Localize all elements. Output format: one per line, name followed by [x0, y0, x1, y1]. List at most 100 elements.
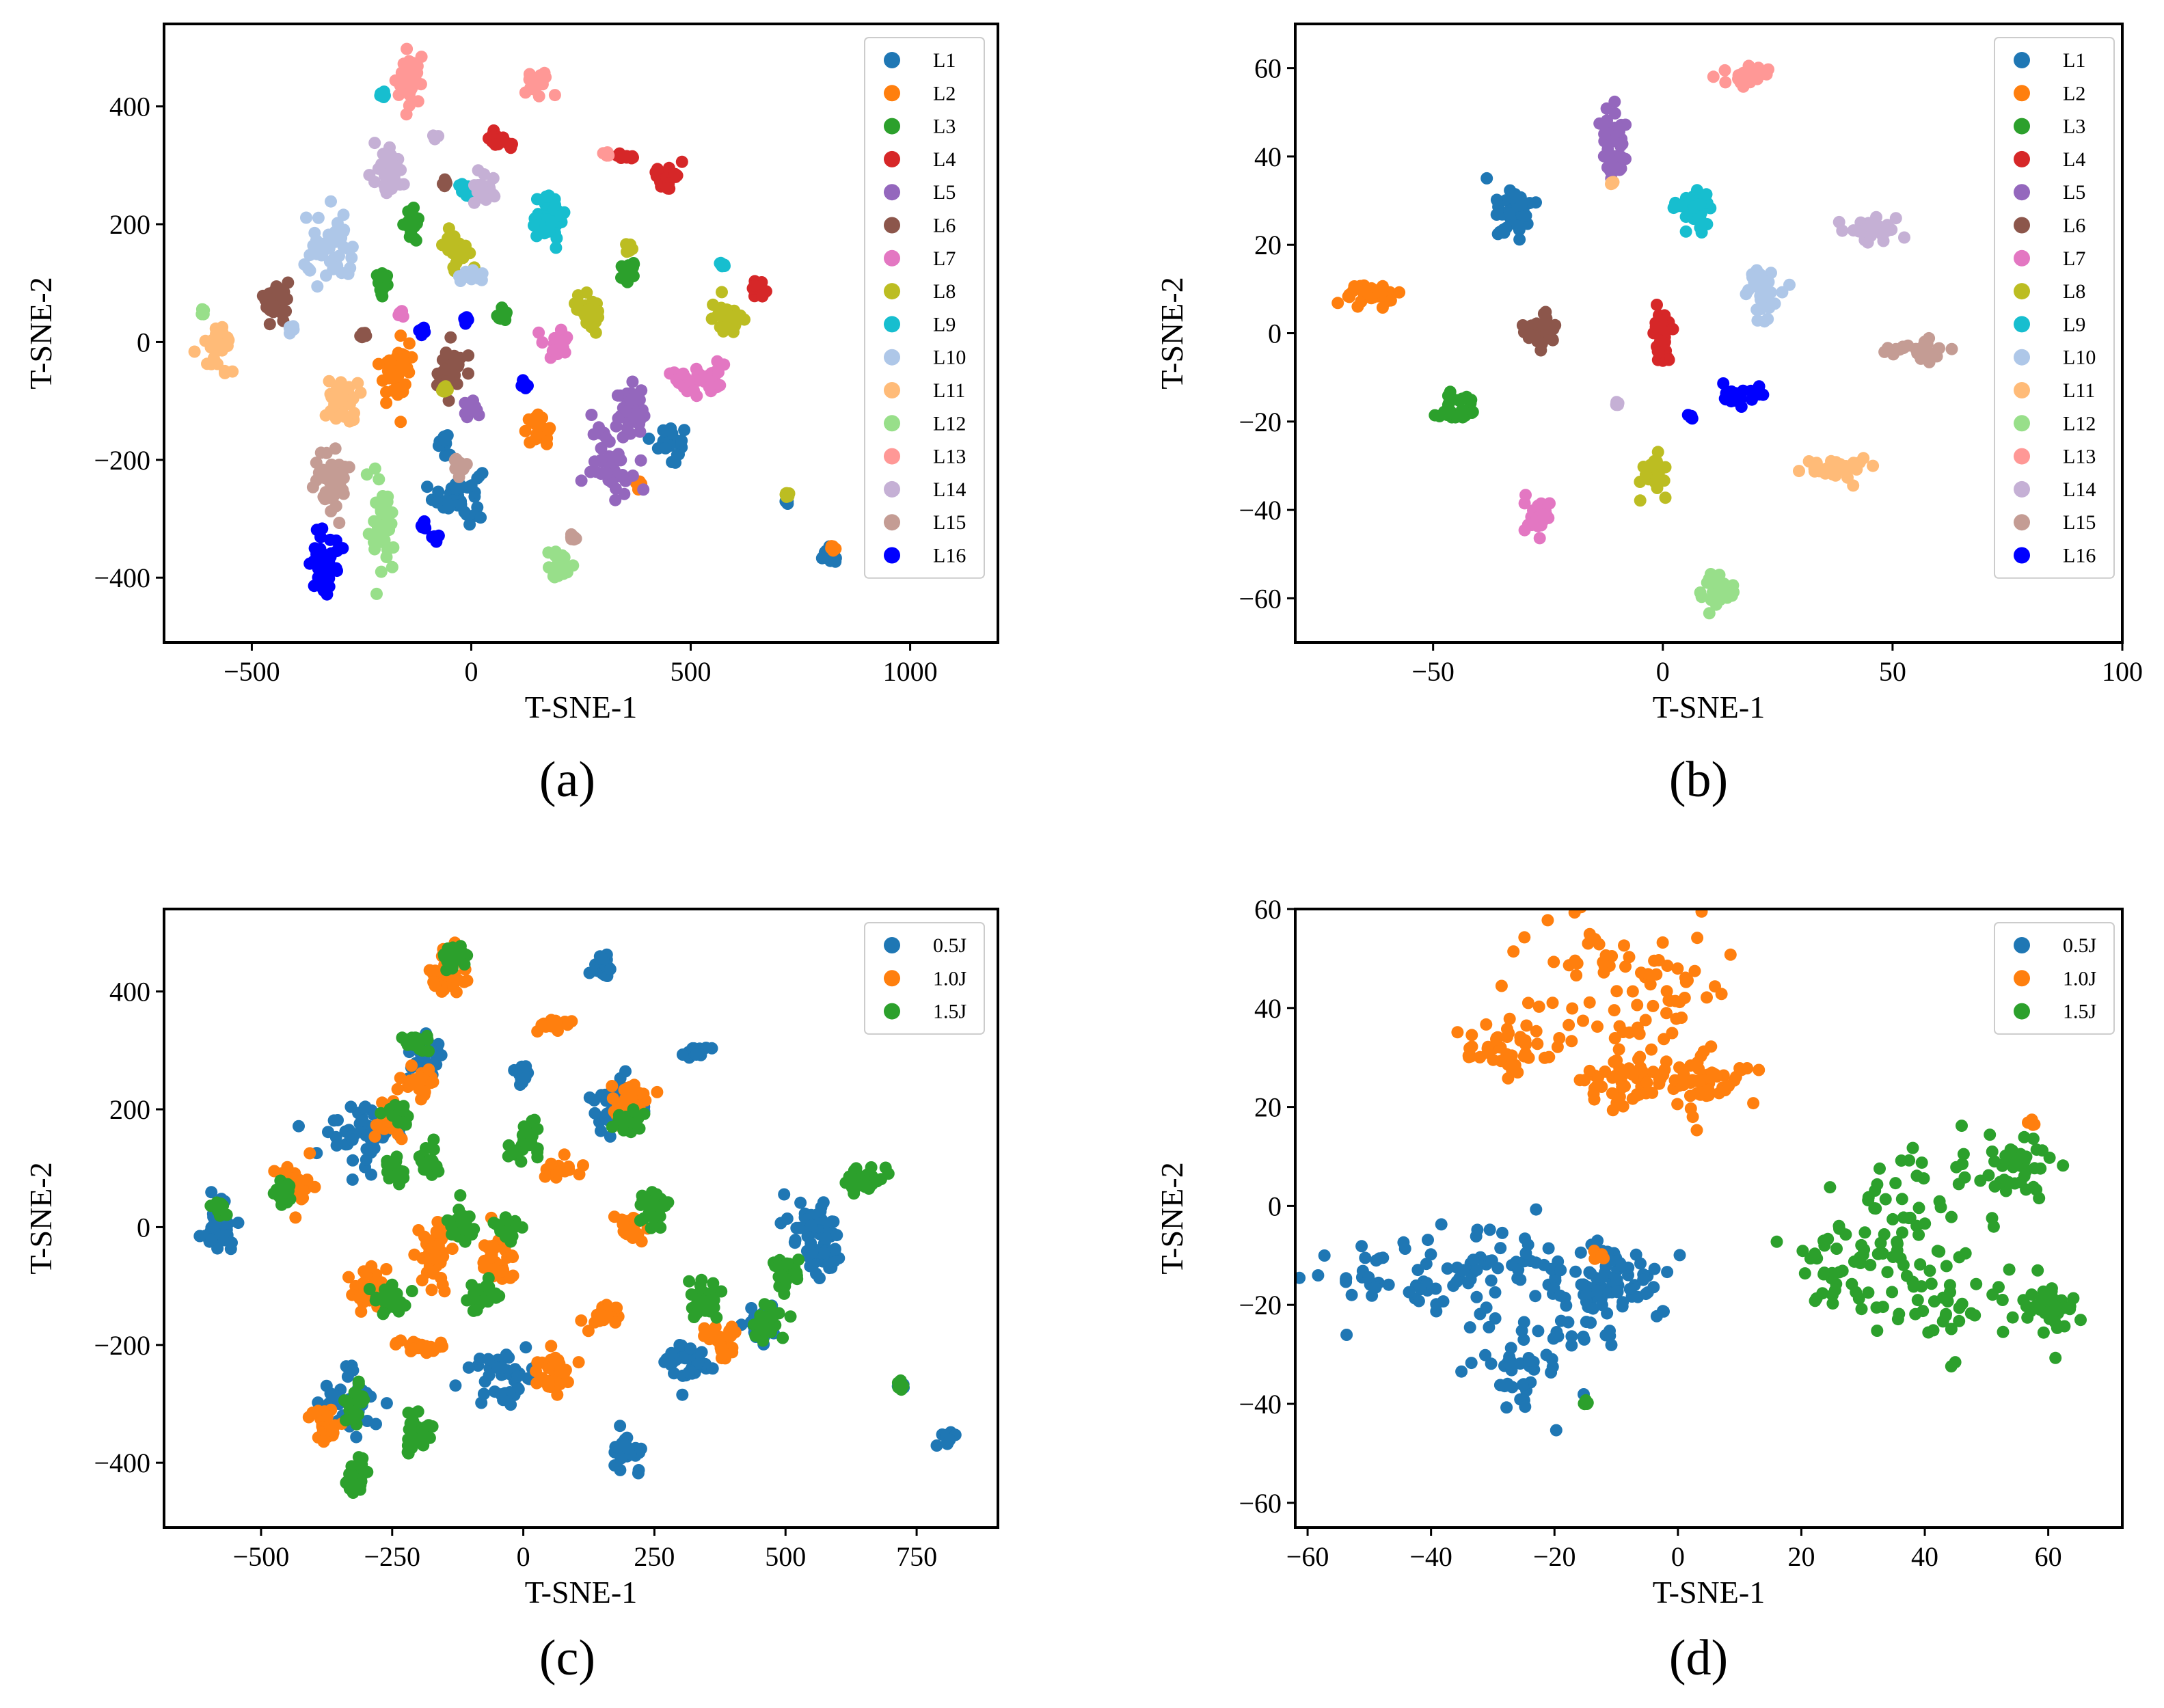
scatter-point — [393, 1299, 406, 1312]
scatter-point — [355, 1305, 368, 1318]
scatter-point — [427, 1076, 439, 1089]
scatter-point — [783, 487, 796, 500]
scatter-point — [390, 1150, 403, 1163]
scatter-point — [368, 462, 381, 475]
scatter-point — [626, 1232, 639, 1244]
scatter-point — [1761, 64, 1774, 77]
scatter-point — [1610, 1054, 1623, 1067]
scatter-point — [284, 1193, 297, 1206]
scatter-point — [1718, 64, 1731, 77]
scatter-point — [1686, 1111, 1699, 1124]
scatter-point — [651, 163, 664, 176]
y-tick-label: 200 — [109, 1094, 150, 1125]
scatter-point — [1956, 1120, 1968, 1133]
legend-marker — [2014, 316, 2030, 333]
scatter-point — [1496, 1226, 1509, 1239]
scatter-point — [1382, 1278, 1395, 1291]
scatter-point — [531, 1122, 544, 1135]
scatter-point — [1914, 346, 1927, 359]
scatter-point — [325, 459, 338, 471]
scatter-point — [1912, 1228, 1925, 1241]
scatter-point — [608, 1459, 621, 1472]
scatter-point — [448, 454, 461, 467]
x-axis-label: T-SNE-1 — [525, 1575, 637, 1610]
scatter-point — [1465, 1357, 1478, 1370]
scatter-point — [321, 1409, 334, 1422]
scatter-point — [675, 155, 688, 168]
scatter-point — [429, 1251, 442, 1264]
scatter-point — [306, 1406, 319, 1419]
scatter-point — [303, 557, 316, 570]
legend-label: L16 — [933, 545, 966, 567]
scatter-point — [375, 1107, 388, 1120]
scatter-point — [480, 1279, 493, 1292]
scatter-point — [629, 388, 642, 401]
scatter-point — [363, 169, 376, 182]
scatter-point — [698, 1329, 711, 1342]
x-tick-label: 50 — [1879, 656, 1906, 687]
scatter-point — [1483, 1320, 1496, 1333]
x-tick-label: 500 — [765, 1541, 806, 1572]
scatter-point — [336, 483, 349, 496]
scatter-point — [1692, 1062, 1705, 1075]
x-tick-label: 0 — [1656, 656, 1670, 687]
scatter-point — [550, 241, 563, 254]
scatter-point — [270, 1183, 283, 1196]
scatter-point — [1679, 225, 1692, 238]
scatter-point — [1588, 933, 1601, 946]
scatter-point — [1986, 1288, 1999, 1301]
y-tick-label: 0 — [1268, 318, 1282, 349]
scatter-point — [352, 1451, 365, 1464]
scatter-point — [1660, 985, 1673, 998]
series-L12 — [1694, 568, 1740, 620]
scatter-point — [1631, 1089, 1644, 1102]
scatter-point — [326, 1424, 339, 1437]
scatter-point — [352, 1375, 365, 1388]
scatter-point — [340, 1414, 352, 1426]
scatter-point — [1889, 212, 1902, 225]
scatter-point — [1485, 1254, 1498, 1267]
scatter-point — [1505, 1364, 1518, 1377]
scatter-point — [519, 1341, 532, 1354]
scatter-point — [548, 89, 561, 102]
scatter-point — [632, 411, 645, 424]
scatter-point — [1997, 1325, 2010, 1338]
panel-caption: (a) — [539, 752, 595, 808]
scatter-point — [346, 241, 359, 254]
scatter-point — [1512, 1263, 1525, 1276]
scatter-point — [1318, 1249, 1331, 1262]
scatter-point — [330, 1139, 343, 1152]
scatter-point — [647, 1210, 660, 1223]
scatter-point — [1616, 1300, 1629, 1313]
scatter-point — [188, 345, 201, 358]
scatter-point — [1591, 1234, 1604, 1247]
scatter-point — [781, 1257, 794, 1270]
scatter-point — [285, 323, 298, 336]
scatter-points — [1331, 59, 1958, 620]
scatter-point — [718, 1348, 731, 1361]
scatter-point — [401, 42, 414, 55]
scatter-point — [426, 1420, 439, 1433]
scatter-point — [1651, 446, 1664, 459]
scatter-point — [2020, 1183, 2033, 1196]
series-L16 — [303, 311, 534, 601]
scatter-point — [506, 1147, 519, 1160]
scatter-point — [1933, 1195, 1946, 1208]
legend-label: L8 — [933, 280, 956, 303]
scatter-point — [2021, 1311, 2034, 1324]
scatter-point — [2007, 1157, 2020, 1169]
scatter-point — [504, 1398, 517, 1411]
scatter-point — [1735, 1063, 1748, 1076]
scatter-point — [1465, 394, 1478, 407]
scatter-point — [1457, 1264, 1470, 1277]
y-tick-label: −40 — [1239, 1389, 1282, 1420]
scatter-point — [394, 1165, 407, 1178]
x-tick-label: 60 — [2035, 1541, 2062, 1572]
scatter-point — [627, 1103, 640, 1116]
series-L15 — [1878, 331, 1958, 368]
legend-label: L3 — [933, 116, 956, 138]
scatter-point — [446, 1243, 459, 1256]
y-tick-label: −60 — [1239, 583, 1282, 614]
scatter-point — [1701, 991, 1713, 1004]
panel-d: −60 −40 −20 0 20 40 60 −60 −40 −20 0 20 40 60 T-SNE-1 T… — [1154, 894, 2124, 1686]
